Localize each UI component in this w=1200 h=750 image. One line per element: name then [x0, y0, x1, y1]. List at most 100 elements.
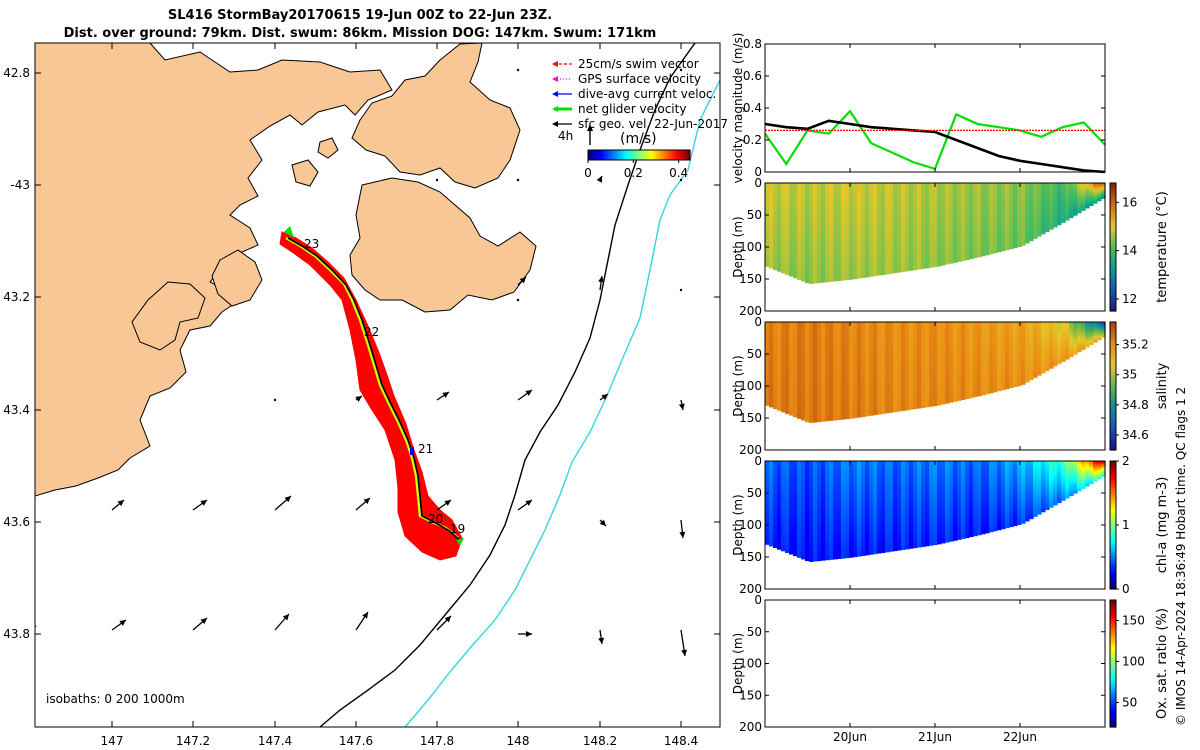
heatmap-cell [1081, 328, 1086, 331]
heatmap-cell [797, 485, 802, 491]
heatmap-cell [921, 251, 926, 257]
heatmap-cell [969, 329, 974, 334]
heatmap-cell [997, 498, 1002, 503]
heatmap-cell [881, 395, 886, 401]
heatmap-cell [861, 498, 866, 505]
heatmap-cell [893, 496, 898, 502]
heatmap-cell [1057, 322, 1062, 325]
heatmap-cell [801, 241, 806, 248]
heatmap-cell [837, 217, 842, 223]
heatmap-cell [793, 201, 798, 208]
heatmap-cell [869, 382, 874, 388]
heatmap-cell [1001, 376, 1006, 381]
heatmap-cell [857, 268, 862, 274]
heatmap-cell [1057, 222, 1062, 226]
heatmap-cell [813, 322, 818, 328]
heatmap-cell [929, 473, 934, 479]
heatmap-cell [993, 499, 998, 504]
heatmap-cell [981, 530, 986, 535]
heatmap-cell [777, 379, 782, 385]
heatmap-cell [1021, 223, 1026, 228]
heatmap-cell [1097, 329, 1102, 331]
heatmap-cell [913, 200, 918, 206]
heatmap-cell [841, 351, 846, 357]
heatmap-cell [829, 554, 834, 560]
heatmap-cell [965, 322, 970, 327]
heatmap-cell [1077, 188, 1082, 192]
colorbar-cell [1110, 193, 1116, 197]
heatmap-cell [837, 260, 842, 267]
heatmap-cell [937, 342, 942, 348]
heatmap-cell [1085, 335, 1090, 338]
heatmap-cell [897, 249, 902, 255]
heatmap-cell [853, 369, 858, 376]
heatmap-cell [861, 225, 866, 231]
heatmap-cell [789, 354, 794, 360]
heatmap-cell [913, 378, 918, 384]
current-arrow [679, 288, 683, 292]
heatmap-cell [1009, 189, 1014, 194]
heatmap-cell [825, 544, 830, 551]
heatmap-cell [1069, 323, 1074, 327]
heatmap-cell [845, 504, 850, 510]
heatmap-cell [973, 186, 978, 192]
heatmap-cell [849, 231, 854, 237]
colorbar-cell [625, 150, 628, 160]
heatmap-cell [905, 400, 910, 406]
heatmap-cell [1057, 340, 1062, 344]
heatmap-cell [821, 366, 826, 373]
colorbar-cell [596, 150, 599, 160]
heatmap-cell [829, 510, 834, 516]
heatmap-cell [841, 528, 846, 535]
heatmap-cell [957, 186, 962, 192]
heatmap-cell [901, 405, 906, 411]
colorbar-cell [1110, 352, 1116, 356]
heatmap-cell [857, 498, 862, 505]
heatmap-cell [937, 367, 942, 373]
heatmap-cell [969, 532, 974, 538]
isobaths-label: isobaths: 0 200 1000m [46, 692, 185, 706]
heatmap-cell [837, 326, 842, 333]
heatmap-cell [805, 351, 810, 358]
heatmap-cell [985, 475, 990, 480]
heatmap-cell [877, 215, 882, 221]
heatmap-cell [1021, 349, 1026, 354]
heatmap-cell [821, 202, 826, 209]
heatmap-cell [949, 362, 954, 367]
heatmap-cell [829, 227, 834, 233]
heatmap-cell [889, 237, 894, 243]
heatmap-cell [1013, 218, 1018, 223]
heatmap-cell [781, 371, 786, 377]
heatmap-cell [949, 255, 954, 260]
heatmap-cell [813, 212, 818, 219]
heatmap-cell [1077, 324, 1082, 328]
heatmap-cell [813, 257, 818, 264]
colorbar-cell [618, 150, 621, 160]
colorbar-tick-label: 16 [1122, 195, 1137, 209]
heatmap-cell [917, 230, 922, 236]
heatmap-cell [893, 523, 898, 529]
colorbar-cell [1110, 421, 1116, 425]
heatmap-cell [1009, 344, 1014, 349]
heatmap-cell [1065, 203, 1070, 206]
heatmap-cell [1001, 230, 1006, 235]
heatmap-cell [897, 518, 902, 524]
heatmap-cell [989, 475, 994, 480]
heatmap-cell [781, 227, 786, 233]
heatmap-cell [989, 190, 994, 195]
heatmap-cell [921, 482, 926, 488]
heatmap-cell [1085, 190, 1090, 193]
heatmap-cell [973, 392, 978, 398]
heatmap-cell [929, 511, 934, 517]
heatmap-cell [781, 326, 786, 332]
heatmap-cell [937, 375, 942, 381]
heatmap-cell [957, 206, 962, 211]
heatmap-cell [845, 211, 850, 218]
heatmap-cell [809, 352, 814, 358]
heatmap-cell [1017, 325, 1022, 329]
heatmap-cell [893, 478, 898, 484]
heatmap-cell [953, 496, 958, 502]
heatmap-cell [901, 487, 906, 493]
heatmap-cell [1033, 235, 1038, 239]
heatmap-cell [857, 517, 862, 524]
